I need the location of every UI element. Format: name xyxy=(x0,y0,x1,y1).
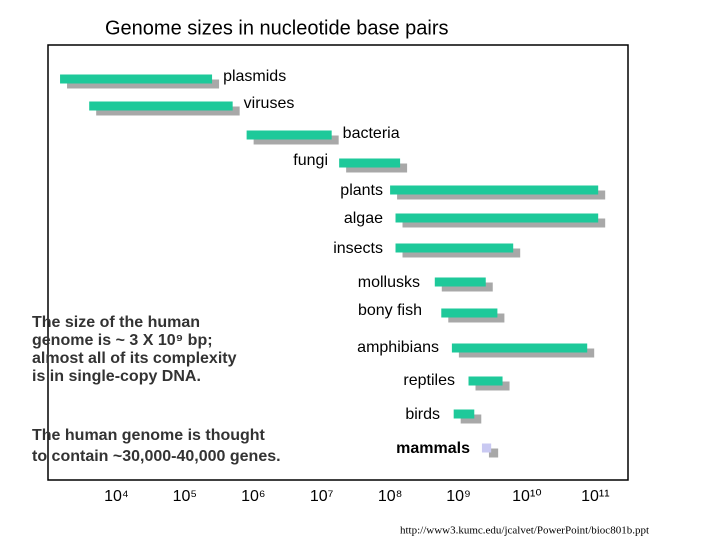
bar xyxy=(451,343,588,353)
x-tick-label: 10¹⁰ xyxy=(512,488,542,505)
annotation: is in single-copy DNA. xyxy=(32,368,201,385)
x-tick-label: 10⁴ xyxy=(104,488,129,505)
bar xyxy=(434,277,486,287)
bar-label: plants xyxy=(340,182,383,199)
x-tick-label: 10⁸ xyxy=(378,488,403,505)
bar xyxy=(468,376,503,386)
annotation: almost all of its complexity xyxy=(32,350,237,367)
chart-title: Genome sizes in nucleotide base pairs xyxy=(105,17,449,39)
x-tick-label: 10⁷ xyxy=(310,488,334,505)
bar-label: bacteria xyxy=(343,125,400,142)
bar xyxy=(390,185,599,195)
annotation: to contain ~30,000-40,000 genes. xyxy=(32,448,281,465)
bar xyxy=(246,130,332,140)
x-tick-label: 10⁹ xyxy=(446,488,471,505)
bar xyxy=(339,158,401,168)
bar-shadow xyxy=(67,79,220,89)
bar-shadow xyxy=(460,414,482,424)
bar-label: fungi xyxy=(293,152,328,169)
source: http://www3.kumc.edu/jcalvet/PowerPoint/… xyxy=(400,525,649,537)
annotation: genome is ~ 3 X 10⁹ bp; xyxy=(32,332,213,349)
bar-shadow xyxy=(441,282,493,292)
bar-shadow xyxy=(448,313,505,323)
bar-label: amphibians xyxy=(357,339,439,356)
x-tick-label: 10⁵ xyxy=(173,488,197,505)
annotation: The size of the human xyxy=(32,314,200,331)
bar-label: reptiles xyxy=(403,372,455,389)
bar-shadow xyxy=(397,190,606,200)
annotation: The human genome is thought xyxy=(32,427,266,444)
bar xyxy=(481,443,492,453)
bar xyxy=(453,409,475,419)
plot-frame xyxy=(47,44,629,481)
bar-shadow xyxy=(475,381,510,391)
bar-label: viruses xyxy=(244,95,295,112)
bar-shadow xyxy=(346,163,408,173)
bar-label: birds xyxy=(405,406,440,423)
bar-shadow xyxy=(458,348,595,358)
bar xyxy=(395,213,599,223)
bar-shadow xyxy=(488,448,499,458)
bar-label: insects xyxy=(333,240,383,257)
bar-shadow xyxy=(402,218,606,228)
bar xyxy=(89,101,233,111)
bar-label: bony fish xyxy=(358,302,422,319)
bar-shadow xyxy=(96,106,240,116)
x-tick-label: 10¹¹ xyxy=(581,488,609,505)
bar-label: mammals xyxy=(396,440,470,457)
bar xyxy=(441,308,498,318)
bar xyxy=(60,74,213,84)
bar-label: mollusks xyxy=(358,274,420,291)
bar-label: algae xyxy=(344,210,383,227)
bar xyxy=(395,243,514,253)
bar-shadow xyxy=(402,248,521,258)
bar-shadow xyxy=(253,135,339,145)
bar-label: plasmids xyxy=(223,68,286,85)
x-tick-label: 10⁶ xyxy=(241,488,265,505)
